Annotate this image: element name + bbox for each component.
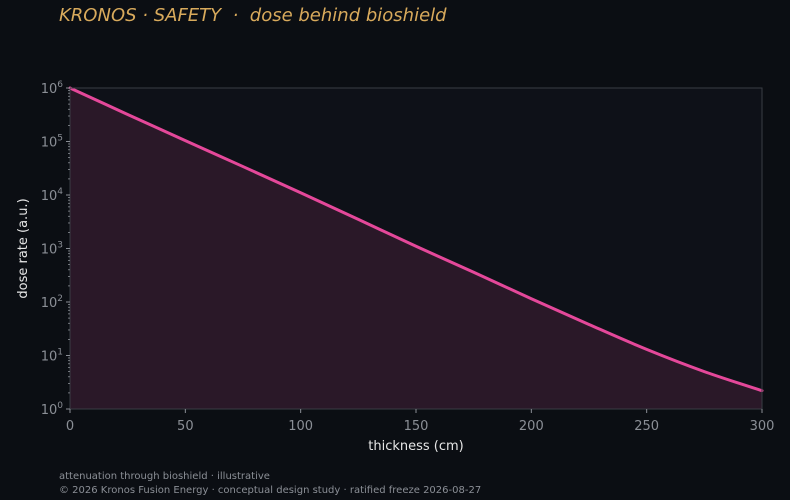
y-tick-label: 100 [41,401,64,418]
y-tick-label: 103 [41,241,63,258]
y-tick-label: 102 [41,294,63,311]
x-tick-label: 0 [66,419,74,434]
y-axis-title: dose rate (a.u.) [16,198,31,298]
y-tick-label: 101 [41,348,63,365]
y-tick-label: 106 [41,80,64,97]
footer-copyright: © 2026 Kronos Fusion Energy · conceptual… [59,485,482,496]
footer-note: attenuation through bioshield · illustra… [59,471,270,482]
x-axis-title: thickness (cm) [368,439,464,454]
x-tick-label: 100 [288,419,313,434]
chart-title: KRONOS · SAFETY · dose behind bioshield [59,5,447,26]
y-tick-label: 105 [41,134,63,151]
x-tick-label: 200 [519,419,544,434]
y-tick-label: 104 [41,187,64,204]
series-area [70,88,762,409]
series-line [68,86,764,393]
x-tick-label: 300 [750,419,775,434]
x-tick-label: 250 [634,419,659,434]
x-tick-label: 150 [404,419,429,434]
x-tick-label: 50 [177,419,194,434]
